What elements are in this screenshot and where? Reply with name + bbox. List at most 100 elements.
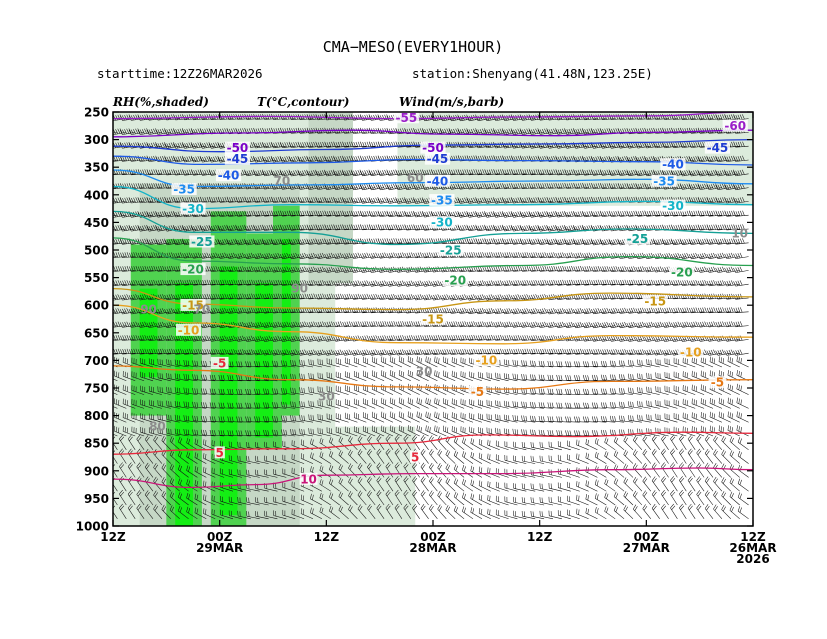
rh-label-0: 70	[274, 174, 291, 188]
temp-label-3: -50	[422, 141, 444, 155]
temp-contour--50	[113, 129, 753, 138]
temp-label-8: -40	[427, 174, 449, 188]
legend-rh: RH(%,shaded)	[112, 95, 209, 109]
temp-label-21: -20	[671, 265, 693, 279]
contour-label-layer: -55-60-50 -50-45 -45-45-40 -40-40-35-35-35-…	[140, 112, 748, 486]
temp-label-18: -25	[627, 232, 649, 246]
temp-label-5: -45	[427, 152, 449, 166]
temp-label-16: -25	[191, 235, 213, 249]
legend-temp: T(°C,contour)	[257, 95, 349, 109]
y-tick-label-650: 650	[84, 326, 109, 340]
x-tick-label-0-1: 26MAR	[729, 541, 776, 555]
temp-label-bg-12	[651, 174, 677, 187]
rh-shade-90-12	[219, 266, 238, 515]
station-label: station:Shenyang(41.48N,123.25E)	[412, 66, 653, 81]
rh-label-2: 90	[291, 282, 308, 296]
x-tick-label-0-0: 12Z	[740, 530, 766, 544]
temp-label-bg-9	[660, 158, 686, 171]
rh-label-6: 30	[318, 389, 335, 403]
y-tick-label-800: 800	[84, 409, 109, 423]
temp-label-bg-15	[660, 199, 686, 212]
x-tick-label-36-0: 00Z	[420, 530, 446, 544]
temp-contour--5	[113, 365, 753, 390]
rh-label-7: 30	[416, 364, 433, 378]
temp-label-bg-17	[438, 243, 464, 256]
y-tick-label-250: 250	[84, 106, 109, 120]
y-tick-label-700: 700	[84, 354, 109, 368]
temp-label-6: -45	[707, 141, 729, 155]
x-tick-label-60-1: 29MAR	[196, 541, 243, 555]
y-tick-label-850: 850	[84, 437, 109, 451]
temp-label-bg-27	[678, 345, 704, 358]
y-tick-label-300: 300	[84, 133, 109, 147]
temp-contour--40	[113, 155, 753, 166]
temp-label-24: -15	[644, 295, 666, 309]
temp-label-bg-21	[669, 265, 695, 278]
x-tick-label-24-0: 12Z	[527, 530, 553, 544]
temp-contour--20	[113, 237, 753, 270]
rh-shading-layer	[113, 112, 753, 526]
temp-label-12: -35	[653, 174, 675, 188]
x-tick-label-36-1: 28MAR	[409, 541, 456, 555]
temp-label-bg-14	[429, 216, 455, 229]
rh-shade-90-14	[281, 238, 291, 405]
y-tick-label-950: 950	[84, 492, 109, 506]
temp-label-bg-18	[624, 232, 651, 245]
temp-contour-5	[113, 431, 753, 455]
rh-label-4: 90	[140, 303, 157, 317]
temp-label-bg-22	[180, 298, 206, 311]
y-tick-label-350: 350	[84, 161, 109, 175]
chart-title: CMA−MESO(EVERY1HOUR)	[323, 38, 504, 56]
temp-label-14: -30	[431, 216, 453, 230]
rh-shade-60-2	[397, 112, 753, 206]
temp-label-15: -30	[662, 199, 684, 213]
x-tick-label-12-0: 00Z	[634, 530, 660, 544]
temp-label-bg-30	[708, 376, 727, 389]
temp-label-bg-31	[214, 446, 225, 459]
temp-label-bg-4	[224, 152, 251, 165]
temp-label-bg-32	[410, 450, 421, 463]
temp-label-bg-20	[442, 274, 468, 287]
temp-label-2: -50	[227, 141, 249, 155]
temp-label-22: -15	[182, 298, 204, 312]
temp-label-bg-2	[224, 141, 251, 154]
temp-label-bg-26	[473, 354, 499, 367]
rh-label-8: 10	[731, 226, 748, 240]
y-tick-label-500: 500	[84, 244, 109, 258]
temp-label-25: -10	[178, 323, 200, 337]
y-tick-label-600: 600	[84, 299, 109, 313]
plot-area: -55-60-50 -50-45 -45-45-40 -40-40-35-35-35-…	[113, 112, 753, 526]
y-tick-label-550: 550	[84, 271, 109, 285]
temp-label-bg-33	[299, 472, 318, 485]
temp-label-7: -40	[218, 169, 240, 183]
x-tick-label-12-1: 27MAR	[623, 541, 670, 555]
temp-label-11: -35	[431, 194, 453, 208]
temp-label-bg-7	[215, 169, 242, 182]
temp-label-bg-23	[420, 312, 446, 325]
temp-label-bg-6	[704, 141, 731, 154]
temp-label-30: -5	[711, 376, 724, 390]
temp-label-bg-13	[180, 202, 206, 215]
temp-label-13: -30	[182, 202, 204, 216]
y-tick-label-450: 450	[84, 216, 109, 230]
temp-contour--25	[113, 210, 753, 246]
temp-label-32: 5	[411, 450, 419, 464]
temp-label-17: -25	[440, 243, 462, 257]
temp-label-bg-28	[210, 356, 229, 369]
temp-label-4: -45	[227, 152, 249, 166]
temp-label-bg-25	[175, 323, 202, 336]
temp-contour-10	[113, 467, 753, 489]
temp-label-bg-5	[424, 152, 451, 165]
x-tick-label-48-0: 12Z	[314, 530, 340, 544]
temp-label-29: -5	[471, 385, 484, 399]
y-tick-label-400: 400	[84, 188, 109, 202]
temp-label-33: 10	[300, 472, 317, 486]
temp-label-19: -20	[182, 263, 204, 277]
starttime-label: starttime:12Z26MAR2026	[97, 66, 263, 81]
temp-label-bg-8	[424, 174, 451, 187]
temp-contour--55	[113, 112, 753, 120]
temp-label-1: -60	[724, 119, 746, 133]
rh-label-1: 60	[407, 171, 424, 185]
temp-label-bg-29	[468, 385, 487, 398]
temp-label-bg-16	[189, 235, 215, 248]
